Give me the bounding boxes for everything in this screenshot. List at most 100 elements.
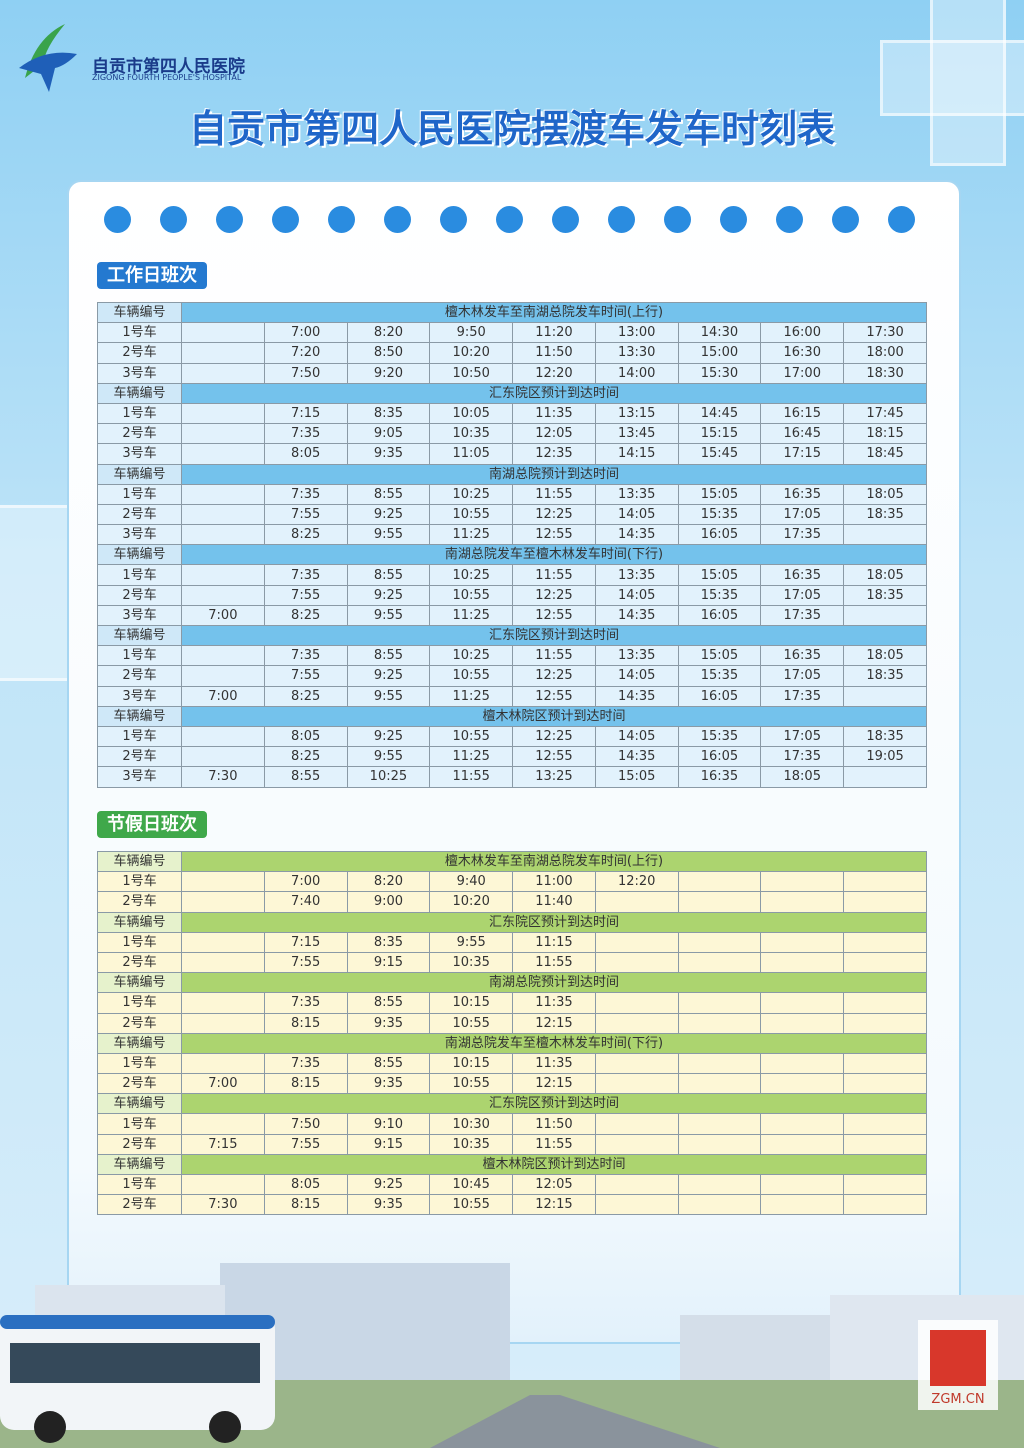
time-cell: 16:35 <box>760 645 845 667</box>
time-cell <box>594 1133 679 1155</box>
time-cell: 14:35 <box>594 524 679 546</box>
block-header: 车辆编号 南湖总院预计到达时间 <box>97 972 927 994</box>
time-cell <box>760 891 845 913</box>
time-cell: 8:15 <box>263 1194 348 1216</box>
time-cell: 9:25 <box>346 503 431 526</box>
time-cell <box>181 443 265 465</box>
header-cell: 车辆编号 <box>97 972 182 994</box>
time-cell <box>594 1052 679 1075</box>
time-cell: 17:15 <box>760 443 845 465</box>
block-caption: 南湖总院发车至檀木林发车时间(下行) <box>181 544 927 566</box>
schedule-row: 2号车 7:55 9:15 10:35 11:55 <box>97 951 927 974</box>
header-cell: 车辆编号 <box>97 705 182 727</box>
block-header: 车辆编号 汇东院区预计到达时间 <box>97 624 927 647</box>
time-cell: 8:15 <box>263 1012 348 1034</box>
header-cell: 车辆编号 <box>97 463 182 485</box>
time-cell: 14:35 <box>594 685 679 707</box>
time-cell: 17:05 <box>760 665 845 687</box>
time-cell <box>677 951 762 974</box>
time-cell: 7:30 <box>181 1194 265 1216</box>
time-cell: 13:45 <box>594 423 679 445</box>
time-cell <box>843 1073 927 1095</box>
time-cell: 16:30 <box>760 342 845 364</box>
time-cell: 14:05 <box>594 665 679 687</box>
time-cell <box>181 423 265 445</box>
time-cell: 8:55 <box>346 483 431 505</box>
car-cell: 1号车 <box>97 402 182 425</box>
time-cell: 11:20 <box>512 322 596 344</box>
time-cell: 11:00 <box>512 871 596 893</box>
time-cell: 12:20 <box>594 871 679 893</box>
time-cell: 8:05 <box>263 725 348 748</box>
time-cell: 10:20 <box>429 891 514 913</box>
time-cell: 12:55 <box>512 746 596 768</box>
time-cell: 8:35 <box>346 402 431 425</box>
time-cell <box>843 604 927 627</box>
time-cell: 9:00 <box>346 891 431 913</box>
time-cell: 7:00 <box>181 685 265 707</box>
time-cell <box>677 1073 762 1095</box>
time-cell: 17:35 <box>760 604 845 627</box>
time-cell: 16:35 <box>677 766 762 788</box>
deco-dot <box>328 206 355 233</box>
time-cell: 18:05 <box>843 645 927 667</box>
car-cell: 3号车 <box>97 604 182 627</box>
time-cell: 16:35 <box>760 564 845 586</box>
watermark-icon <box>930 1330 986 1386</box>
schedule-row: 2号车 8:15 9:35 10:55 12:15 <box>97 1012 927 1034</box>
time-cell: 11:35 <box>512 1052 596 1075</box>
time-cell: 15:05 <box>677 645 762 667</box>
time-cell: 10:35 <box>429 1133 514 1155</box>
time-cell: 14:35 <box>594 746 679 768</box>
header-cell: 车辆编号 <box>97 544 182 566</box>
block-caption: 汇东院区预计到达时间 <box>181 1093 927 1115</box>
schedule-row: 3号车 7:30 8:55 10:25 11:55 13:25 15:05 16:35 18:0… <box>97 766 927 788</box>
time-cell: 8:55 <box>263 766 348 788</box>
time-cell <box>181 746 265 768</box>
schedule-row: 1号车 7:35 8:55 10:25 11:55 13:35 15:05 16:35 18:0… <box>97 564 927 586</box>
time-cell <box>843 524 927 546</box>
time-cell <box>760 1133 845 1155</box>
time-cell: 9:25 <box>346 584 431 606</box>
time-cell: 18:05 <box>843 564 927 586</box>
time-cell: 12:25 <box>512 725 596 748</box>
car-cell: 2号车 <box>97 1012 182 1034</box>
time-cell: 10:25 <box>429 564 514 586</box>
time-cell: 17:35 <box>760 524 845 546</box>
deco-dot <box>384 206 411 233</box>
time-cell: 11:55 <box>512 951 596 974</box>
time-cell: 8:20 <box>346 871 431 893</box>
time-cell <box>843 1173 927 1196</box>
car-cell: 2号车 <box>97 503 182 526</box>
time-cell: 16:05 <box>677 524 762 546</box>
time-cell: 7:15 <box>263 931 348 953</box>
time-cell: 11:35 <box>512 402 596 425</box>
time-cell: 11:05 <box>429 443 514 465</box>
schedule-row: 1号车 7:35 8:55 10:25 11:55 13:35 15:05 16:35 18:0… <box>97 483 927 505</box>
time-cell <box>843 766 927 788</box>
logo-text: 自贡市第四人民医院 <box>92 57 245 77</box>
time-cell: 11:25 <box>429 746 514 768</box>
time-cell: 11:15 <box>512 931 596 953</box>
deco-dot <box>440 206 467 233</box>
time-cell: 9:35 <box>346 1073 431 1095</box>
time-cell: 10:45 <box>429 1173 514 1196</box>
header-cell: 车辆编号 <box>97 850 182 873</box>
time-cell: 7:00 <box>263 871 348 893</box>
time-cell: 9:55 <box>346 604 431 627</box>
time-cell <box>843 1113 927 1135</box>
block-header: 车辆编号 南湖总院预计到达时间 <box>97 463 927 485</box>
time-cell <box>594 1173 679 1196</box>
time-cell: 7:35 <box>263 423 348 445</box>
deco-dot <box>720 206 747 233</box>
block-caption: 檀木林院区预计到达时间 <box>181 1153 927 1176</box>
time-cell: 10:55 <box>429 503 514 526</box>
schedule-row: 3号车 7:00 8:25 9:55 11:25 12:55 14:35 16:05 17:35 <box>97 685 927 707</box>
time-cell: 11:55 <box>512 645 596 667</box>
time-cell <box>677 871 762 893</box>
time-cell <box>677 1113 762 1135</box>
time-cell: 7:55 <box>263 503 348 526</box>
schedule-row: 2号车 7:35 9:05 10:35 12:05 13:45 15:15 16:45 18:1… <box>97 423 927 445</box>
time-cell: 14:05 <box>594 584 679 606</box>
time-cell <box>594 891 679 913</box>
